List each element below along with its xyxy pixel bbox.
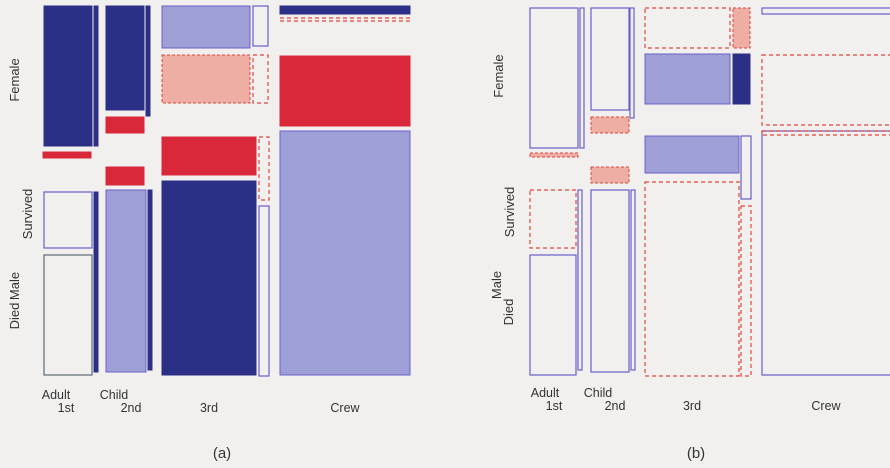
x-label-crew: Crew — [330, 401, 360, 415]
x-label-crew: Crew — [811, 399, 841, 413]
mosaic-tile-3rd-child-male-died — [258, 205, 270, 377]
mosaic-tile-2nd-adult-male-died — [590, 189, 630, 373]
mosaic-tile-3rd-adult-male-died — [644, 181, 740, 377]
panel-caption-b: (b) — [687, 445, 705, 462]
mosaic-tile-2nd-adult-female-died — [590, 116, 630, 134]
mosaic-tile-3rd-adult-male-survived — [161, 136, 257, 176]
mosaic-tile-3rd-adult-female-died — [644, 53, 731, 105]
y-label-survived: Survived — [20, 189, 35, 240]
mosaic-tile-crew-adult-female-died — [761, 54, 890, 126]
mosaic-tile-crew-adult-female-survived — [761, 7, 890, 15]
mosaic-tile-1st-child-female-survived — [93, 5, 99, 147]
y-label-died: Died — [501, 299, 516, 326]
mosaic-tile-3rd-child-female-died — [252, 54, 269, 104]
mosaic-tile-2nd-adult-female-survived — [105, 5, 145, 111]
y-label-male: Male — [7, 272, 22, 300]
x-label-3rd: 3rd — [200, 401, 218, 415]
x-label-2nd: 2nd — [605, 399, 626, 413]
mosaic-tile-3rd-adult-male-survived — [644, 135, 740, 174]
mosaic-tile-2nd-child-male-survived — [147, 189, 153, 371]
mosaic-tile-1st-adult-female-died — [529, 152, 579, 158]
x-label-child: Child — [100, 388, 129, 402]
x-label-child: Child — [584, 386, 613, 400]
mosaic-tile-1st-adult-female-survived — [43, 5, 93, 147]
mosaic-tile-2nd-adult-female-died — [105, 116, 145, 134]
mosaic-tile-3rd-adult-female-survived — [644, 7, 731, 49]
y-label-male: Male — [489, 271, 504, 299]
mosaic-tile-2nd-child-female-survived — [629, 7, 635, 119]
mosaic-tile-1st-adult-female-died — [42, 151, 92, 159]
mosaic-tile-1st-adult-male-died — [43, 254, 93, 376]
mosaic-tile-crew-adult-male-survived — [761, 130, 890, 136]
mosaic-tile-1st-adult-male-survived — [529, 189, 577, 249]
mosaic-tile-3rd-adult-female-died — [161, 54, 251, 104]
x-label-adult: Adult — [42, 388, 71, 402]
y-label-female: Female — [491, 54, 506, 97]
mosaic-tile-crew-adult-male-died — [279, 130, 411, 376]
mosaic-tile-1st-adult-female-survived — [529, 7, 579, 149]
mosaic-tile-2nd-adult-male-survived — [590, 166, 630, 184]
mosaic-tile-crew-adult-male-died — [761, 130, 890, 376]
mosaic-tile-2nd-adult-male-died — [105, 189, 147, 373]
mosaic-tile-1st-child-male-survived — [577, 189, 583, 371]
mosaic-panel-b: Female Survived Male Died Adult Child 1s… — [489, 7, 890, 462]
mosaic-tile-crew-adult-female-survived — [279, 5, 411, 15]
mosaic-tile-3rd-child-female-survived — [732, 7, 751, 49]
y-label-survived: Survived — [502, 187, 517, 238]
x-label-2nd: 2nd — [121, 401, 142, 415]
mosaic-tile-2nd-adult-female-survived — [590, 7, 630, 111]
mosaic-tile-1st-child-female-survived — [579, 7, 585, 149]
mosaic-panel-a: Female Survived Male Died Adult Child 1s… — [7, 5, 411, 462]
mosaic-tile-crew-adult-male-survived — [279, 55, 411, 127]
mosaic-tile-3rd-adult-male-died — [161, 180, 257, 376]
y-label-died: Died — [7, 303, 22, 330]
mosaic-tile-3rd-child-male-died — [740, 205, 752, 377]
x-label-adult: Adult — [531, 386, 560, 400]
x-label-1st: 1st — [546, 399, 563, 413]
mosaic-tile-2nd-adult-male-survived — [105, 166, 145, 186]
mosaic-tile-2nd-child-male-survived — [630, 189, 636, 371]
x-label-3rd: 3rd — [683, 399, 701, 413]
mosaic-tile-1st-adult-male-died — [529, 254, 577, 376]
mosaic-tile-3rd-child-female-survived — [252, 5, 269, 47]
mosaic-tile-1st-child-male-survived — [93, 191, 99, 373]
mosaic-tile-3rd-child-male-survived — [258, 136, 270, 201]
x-label-1st: 1st — [58, 401, 75, 415]
mosaic-tile-3rd-child-female-died — [732, 53, 751, 105]
mosaic-tile-crew-adult-female-died — [279, 17, 411, 22]
mosaic-tile-3rd-adult-female-survived — [161, 5, 251, 49]
mosaic-tile-3rd-child-male-survived — [740, 135, 752, 200]
mosaic-tile-1st-adult-male-survived — [43, 191, 93, 249]
panel-caption-a: (a) — [213, 445, 231, 462]
y-label-female: Female — [7, 58, 22, 101]
mosaic-tile-2nd-child-female-survived — [145, 5, 151, 117]
